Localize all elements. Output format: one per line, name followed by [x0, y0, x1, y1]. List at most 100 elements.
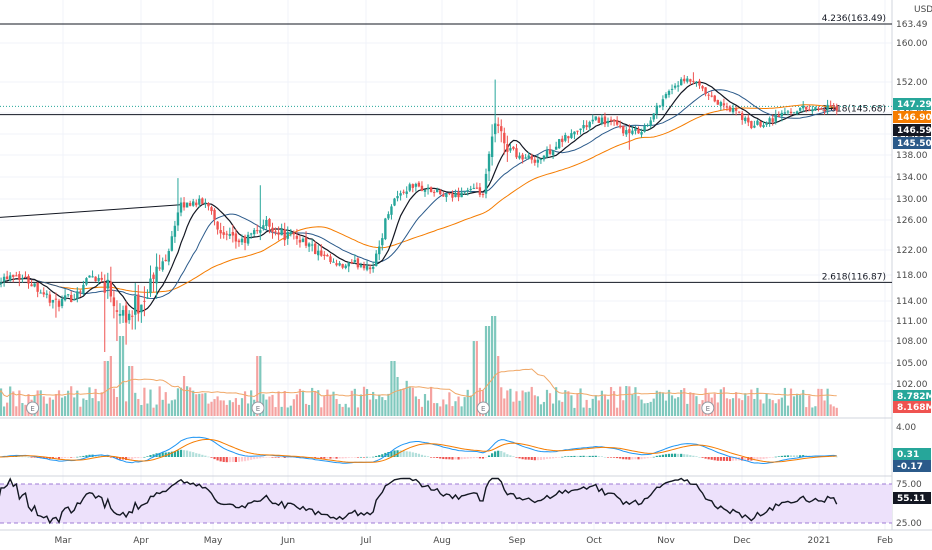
- earnings-marker: [26, 401, 40, 415]
- grid: [0, 0, 892, 530]
- candle-body: [198, 198, 201, 205]
- macd-histogram-bar: [670, 453, 674, 457]
- macd-histogram-bar: [79, 456, 82, 458]
- volume-bar: [512, 401, 515, 416]
- candle-body: [570, 133, 573, 138]
- volume-bar: [24, 404, 27, 416]
- trend-line[interactable]: [0, 204, 181, 218]
- macd-histogram-bar: [667, 453, 671, 457]
- candle-body: [82, 284, 85, 294]
- macd-histogram-bar: [478, 457, 481, 459]
- macd-histogram-bar: [741, 457, 744, 461]
- candle-body: [829, 105, 832, 107]
- macd-histogram-bar: [433, 457, 436, 458]
- volume-bar: [381, 397, 384, 416]
- volume-bar: [622, 400, 625, 416]
- volume-bar: [298, 388, 302, 416]
- macd-histogram-bar: [365, 456, 369, 458]
- volume-bar: [118, 336, 122, 416]
- volume-bar: [274, 407, 277, 416]
- macd-histogram-bar: [195, 453, 198, 457]
- volume-bar: [362, 386, 366, 416]
- volume-bar: [567, 391, 570, 416]
- volume-tag: 8.168M: [897, 403, 932, 413]
- volume-bar: [173, 399, 176, 416]
- volume-bar: [609, 387, 613, 416]
- volume-bar: [359, 394, 363, 416]
- candle-body: [362, 264, 366, 269]
- macd-histogram-bar: [143, 456, 146, 458]
- candle-body: [695, 81, 698, 83]
- price-tag-bg: [893, 98, 931, 110]
- macd-histogram-bar: [359, 456, 363, 458]
- macd-histogram-bar: [545, 457, 549, 459]
- volume-bar: [591, 398, 594, 416]
- price-axis[interactable]: 163.49160.00152.00146.00142.00138.00134.…: [896, 5, 932, 529]
- volume-bar: [686, 403, 689, 416]
- candle-body: [423, 189, 427, 192]
- volume-bar: [189, 387, 192, 416]
- volume-bar: [472, 341, 475, 416]
- candle-body: [417, 182, 421, 187]
- candle-body: [506, 144, 509, 152]
- candle-body: [140, 304, 143, 313]
- macd-histogram-bar: [582, 455, 585, 457]
- candlesticks[interactable]: [0, 72, 838, 352]
- candle-body: [802, 105, 805, 109]
- macd-histogram-bar: [655, 455, 658, 457]
- volume-bar: [426, 400, 430, 416]
- rsi-line: [0, 477, 838, 525]
- macd-histogram-bar: [622, 457, 625, 460]
- volume-bar: [433, 403, 436, 416]
- macd-histogram-bar: [381, 454, 384, 457]
- candle-body: [310, 244, 314, 246]
- volume-bar: [137, 398, 140, 416]
- candle-body: [298, 239, 302, 243]
- macd-histogram-bar: [64, 457, 67, 458]
- macd-histogram-bar: [466, 457, 469, 459]
- earnings-marker-label: E: [30, 405, 34, 413]
- macd-histogram-bar: [213, 457, 216, 460]
- volume-bar: [713, 393, 716, 416]
- candle-body: [692, 80, 695, 82]
- volume-bar: [320, 407, 323, 416]
- macd-histogram-bar: [274, 457, 277, 458]
- volume-bar: [152, 407, 155, 416]
- candle-body: [292, 232, 296, 235]
- volume-bar: [643, 403, 646, 416]
- candle-body: [195, 202, 198, 206]
- candle-body: [594, 116, 597, 120]
- volume-bar: [771, 400, 774, 416]
- volume-bar: [594, 395, 597, 416]
- candle-body: [631, 130, 634, 134]
- volume-bar: [420, 406, 424, 416]
- time-axis[interactable]: Mar Apr May Jun Jul Aug Sep Oct Nov Dec 2021 Feb: [55, 536, 894, 546]
- candle-body: [548, 149, 552, 154]
- candle-body: [54, 298, 58, 300]
- price-tick-label: 105.00: [896, 359, 928, 369]
- macd-histogram-bar: [42, 457, 45, 459]
- macd-histogram-bar: [780, 455, 783, 457]
- volume-bar: [545, 389, 549, 416]
- rsi-tick-label: 75.00: [896, 480, 922, 490]
- candle-body: [774, 114, 777, 122]
- volume-bar: [372, 391, 375, 416]
- candle-body: [686, 78, 689, 82]
- macd-histogram-bar: [283, 457, 286, 458]
- candle-body: [731, 107, 735, 113]
- fibonacci-levels[interactable]: 4.236(163.49) 3.618(145.68) 2.618(116.87): [0, 14, 892, 283]
- macd-histogram-bar: [161, 452, 164, 457]
- volume-bar: [12, 391, 15, 416]
- macd-histogram-bar: [228, 457, 231, 463]
- volume-bar: [250, 390, 253, 416]
- volume-bar: [796, 393, 799, 416]
- candle-body: [338, 263, 341, 266]
- macd-histogram-bar: [442, 457, 445, 460]
- candle-body: [286, 231, 289, 239]
- volume-bar: [783, 387, 786, 416]
- volume-bar: [674, 398, 677, 416]
- candle-body: [777, 115, 780, 117]
- macd-histogram-bar: [591, 455, 594, 457]
